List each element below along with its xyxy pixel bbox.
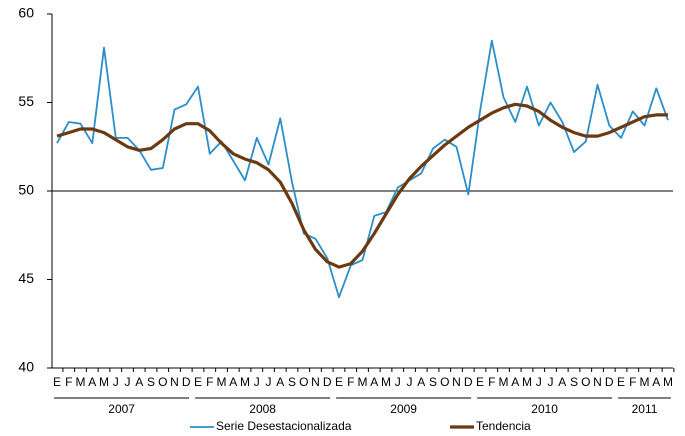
x-tick-label: O [440,375,449,389]
x-tick-label: N [311,375,320,389]
x-tick-label: A [511,375,519,389]
x-tick-label: F [488,375,495,389]
year-label: 2008 [249,402,276,416]
x-tick-label: M [76,375,86,389]
year-label: 2007 [108,402,135,416]
x-tick-label: J [113,375,119,389]
legend-label: Tendencia [476,419,531,433]
x-tick-label: O [581,375,590,389]
y-tick-label: 55 [18,93,34,109]
x-tick-label: A [276,375,284,389]
x-tick-label: S [288,375,296,389]
x-tick-label: A [652,375,660,389]
x-tick-label: F [629,375,636,389]
x-tick-label: J [548,375,554,389]
y-tick-label: 40 [18,359,34,375]
x-tick-label: M [640,375,650,389]
x-tick-label: E [53,375,61,389]
x-tick-label: N [170,375,179,389]
x-tick-label: D [464,375,473,389]
x-tick-label: A [558,375,566,389]
x-tick-label: E [335,375,343,389]
x-tick-label: M [499,375,509,389]
x-tick-label: M [381,375,391,389]
series-line [56,102,668,269]
x-tick-label: A [417,375,425,389]
x-tick-label: J [536,375,542,389]
x-tick-label: D [605,375,614,389]
x-tick-label: M [240,375,250,389]
x-tick-label: O [299,375,308,389]
x-tick-label: M [663,375,673,389]
x-tick-label: S [147,375,155,389]
legend-label: Serie Desestacionalizada [216,419,352,433]
x-tick-label: E [194,375,202,389]
x-tick-label: A [370,375,378,389]
x-tick-label: F [65,375,72,389]
x-tick-label: D [323,375,332,389]
x-tick-label: A [135,375,143,389]
year-label: 2009 [390,402,417,416]
x-tick-label: F [206,375,213,389]
x-tick-label: M [217,375,227,389]
x-tick-label: O [158,375,167,389]
x-tick-label: E [617,375,625,389]
x-tick-label: F [347,375,354,389]
y-tick-label: 50 [18,182,34,198]
x-tick-label: N [593,375,602,389]
x-tick-label: D [182,375,191,389]
x-tick-label: M [99,375,109,389]
x-tick-label: J [254,375,260,389]
x-tick-label: N [452,375,461,389]
series-line [56,39,669,299]
x-tick-label: E [476,375,484,389]
x-tick-label: A [88,375,96,389]
x-tick-label: M [358,375,368,389]
x-tick-label: M [522,375,532,389]
x-tick-label: J [395,375,401,389]
x-tick-label: J [407,375,413,389]
x-tick-label: S [429,375,437,389]
year-label: 2011 [632,402,658,416]
year-label: 2010 [531,402,558,416]
x-tick-label: J [125,375,131,389]
x-tick-label: S [570,375,578,389]
y-tick-label: 45 [18,270,34,286]
x-tick-label: J [266,375,272,389]
y-tick-label: 60 [18,5,34,21]
x-tick-label: A [229,375,237,389]
